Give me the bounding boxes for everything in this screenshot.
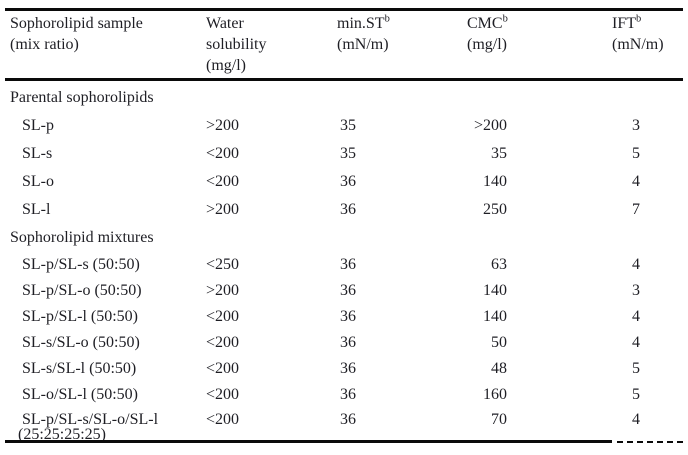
water-solubility-cell: <200 — [206, 360, 240, 377]
water-solubility-cell: >200 — [206, 117, 240, 134]
section-title: Parental sophorolipids — [10, 89, 154, 106]
cmc-cell: 48 — [491, 360, 507, 377]
col-header-ift-title: IFTb — [612, 13, 642, 32]
col-header-cmc: CMCb (mg/l) — [420, 13, 510, 76]
ift-cell: 3 — [632, 282, 640, 299]
sample-name: SL-p/SL-s/SL-o/SL-l — [22, 411, 159, 428]
col-header-water-unit: (mg/l) — [206, 57, 246, 74]
water-solubility-cell: <200 — [206, 411, 240, 428]
ift-cell: 5 — [632, 360, 640, 377]
cmc-cell: 140 — [483, 282, 507, 299]
table-row: SL-o <200 36 140 4 — [10, 168, 683, 196]
ift-cell: 4 — [632, 256, 640, 273]
sample-mix-ratio: (25:25:25:25) — [18, 426, 106, 443]
min-st-cell: 35 — [340, 145, 356, 162]
water-solubility-cell: <200 — [206, 145, 240, 162]
table-row: SL-p/SL-s (50:50) <250 36 63 4 — [10, 252, 683, 278]
cmc-cell: 140 — [483, 173, 507, 190]
cmc-cell: 160 — [483, 386, 507, 403]
sample-cell: SL-s/SL-o (50:50) — [22, 334, 140, 351]
cmc-cell: 35 — [491, 145, 507, 162]
min-st-cell: 35 — [340, 117, 356, 134]
sample-cell: SL-p/SL-s/SL-o/SL-l (25:25:25:25) — [10, 411, 206, 443]
col-header-water-title: Water solubility — [206, 15, 267, 53]
water-solubility-cell: >200 — [206, 201, 240, 218]
water-solubility-cell: <200 — [206, 308, 240, 325]
ift-cell: 4 — [632, 308, 640, 325]
min-st-cell: 36 — [340, 282, 356, 299]
min-st-cell: 36 — [340, 173, 356, 190]
min-st-cell: 36 — [340, 411, 356, 428]
table-row: SL-l >200 36 250 7 — [10, 196, 683, 224]
ift-cell: 4 — [632, 173, 640, 190]
table-header-row: Sophorolipid sample (mix ratio) Water so… — [10, 13, 678, 76]
min-st-cell: 36 — [340, 201, 356, 218]
sample-cell: SL-o — [22, 173, 54, 190]
footnote-marker-b: b — [384, 13, 390, 25]
col-header-sample: Sophorolipid sample (mix ratio) — [10, 13, 206, 76]
footnote-marker-b: b — [502, 13, 508, 25]
ift-cell: 7 — [632, 201, 640, 218]
sample-cell: SL-p/SL-o (50:50) — [22, 282, 142, 299]
table-bottom-rule — [5, 440, 612, 443]
col-header-water-solubility: Water solubility (mg/l) — [206, 13, 337, 76]
table-row: SL-s/SL-o (50:50) <200 36 50 4 — [10, 330, 683, 356]
col-header-sample-title: Sophorolipid sample — [10, 15, 143, 32]
col-header-ift: IFTb (mN/m) — [510, 13, 678, 76]
sample-cell: SL-p/SL-s (50:50) — [22, 256, 140, 273]
min-st-cell: 36 — [340, 308, 356, 325]
sample-cell: SL-s — [22, 145, 53, 162]
cmc-cell: 140 — [483, 308, 507, 325]
sample-cell: SL-l — [22, 201, 51, 218]
ift-cell: 5 — [632, 145, 640, 162]
ift-cell: 4 — [632, 334, 640, 351]
table-row: SL-p/SL-s/SL-o/SL-l (25:25:25:25) <200 3… — [10, 408, 683, 443]
table-header-rule — [5, 78, 683, 81]
sample-cell: SL-o/SL-l (50:50) — [22, 386, 138, 403]
table-row: SL-p/SL-l (50:50) <200 36 140 4 — [10, 304, 683, 330]
water-solubility-cell: >200 — [206, 282, 240, 299]
water-solubility-cell: <200 — [206, 334, 240, 351]
cmc-cell: 63 — [491, 256, 507, 273]
col-header-cmc-unit: (mg/l) — [467, 36, 507, 53]
scan-artifact-dashes — [617, 441, 685, 443]
section-mixtures: Sophorolipid mixtures SL-p/SL-s (50:50) … — [10, 224, 683, 443]
col-header-cmc-title: CMCb — [467, 13, 508, 32]
table-row: SL-s/SL-l (50:50) <200 36 48 5 — [10, 356, 683, 382]
table-row: SL-s <200 35 35 5 — [10, 140, 683, 168]
footnote-marker-b: b — [636, 13, 642, 25]
min-st-cell: 36 — [340, 334, 356, 351]
min-st-cell: 36 — [340, 386, 356, 403]
ift-cell: 5 — [632, 386, 640, 403]
water-solubility-cell: <250 — [206, 256, 240, 273]
col-header-min-st-unit: (mN/m) — [337, 36, 389, 53]
sample-cell: SL-p/SL-l (50:50) — [22, 308, 138, 325]
table-row: SL-o/SL-l (50:50) <200 36 160 5 — [10, 382, 683, 408]
ift-cell: 4 — [632, 411, 640, 428]
min-st-cell: 36 — [340, 360, 356, 377]
section-parental: Parental sophorolipids SL-p >200 35 >200… — [10, 84, 683, 224]
min-st-cell: 36 — [340, 256, 356, 273]
cmc-cell: >200 — [473, 117, 507, 134]
cmc-cell: 70 — [491, 411, 507, 428]
table-top-rule — [5, 8, 683, 11]
table-row: SL-p/SL-o (50:50) >200 36 140 3 — [10, 278, 683, 304]
sample-cell: SL-p — [22, 117, 54, 134]
cmc-cell: 50 — [491, 334, 507, 351]
table-row: SL-p >200 35 >200 3 — [10, 112, 683, 140]
water-solubility-cell: <200 — [206, 386, 240, 403]
col-header-min-st-title: min.STb — [337, 13, 390, 32]
col-header-sample-sub: (mix ratio) — [10, 36, 79, 53]
col-header-min-st: min.STb (mN/m) — [337, 13, 420, 76]
section-title: Sophorolipid mixtures — [10, 229, 154, 246]
table-body: Parental sophorolipids SL-p >200 35 >200… — [10, 84, 683, 443]
ift-cell: 3 — [632, 117, 640, 134]
col-header-ift-unit: (mN/m) — [612, 36, 664, 53]
water-solubility-cell: <200 — [206, 173, 240, 190]
cmc-cell: 250 — [483, 201, 507, 218]
sample-cell: SL-s/SL-l (50:50) — [22, 360, 137, 377]
